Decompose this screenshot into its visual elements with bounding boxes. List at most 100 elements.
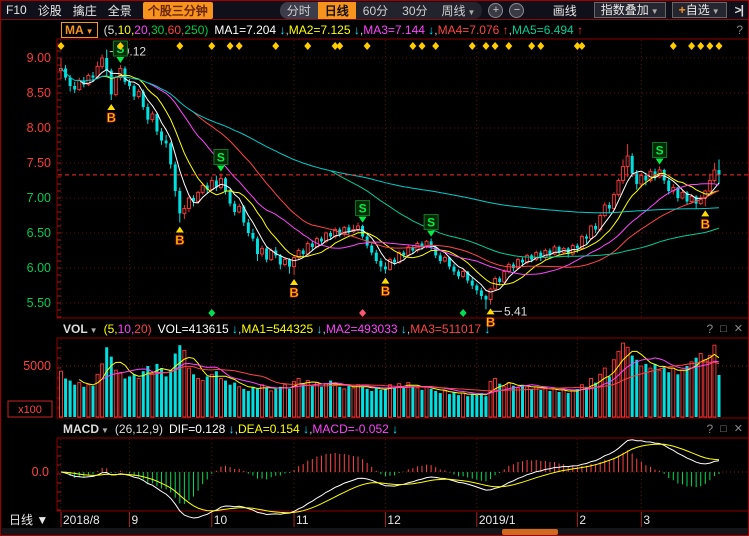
volume-bar bbox=[246, 390, 250, 417]
help-icon[interactable]: ? bbox=[736, 22, 743, 37]
high-annotation: 9.12 bbox=[123, 45, 147, 59]
maximize-icon[interactable]: □ bbox=[720, 322, 727, 335]
macd-values: DIF=0.128 ↓,DEA=0.154 ↓,MACD=-0.052 ↓ bbox=[169, 422, 398, 436]
menu-item-qinzhuang[interactable]: 擒庄 bbox=[72, 3, 97, 18]
period-tab-group: 分时 日线 60分 30分 周线 ▼ bbox=[279, 1, 483, 19]
macd-params: (26,12,9) bbox=[115, 422, 163, 436]
candle-body bbox=[470, 280, 474, 286]
volume-bar bbox=[347, 385, 351, 417]
volume-bar bbox=[602, 367, 607, 418]
candle-body bbox=[347, 227, 351, 232]
zoom-out-button[interactable]: − bbox=[509, 2, 525, 18]
draw-line-button[interactable]: 画线 bbox=[552, 3, 577, 18]
vol-indicator-selector[interactable]: VOL ▼ bbox=[63, 322, 98, 336]
separator: , bbox=[234, 421, 239, 436]
volume-bar bbox=[296, 377, 301, 418]
macd-indicator-label: MACD bbox=[63, 421, 99, 436]
sell-signal-box bbox=[652, 142, 668, 158]
volume-bar bbox=[662, 366, 666, 417]
tab-weekly[interactable]: 周线 ▼ bbox=[435, 2, 483, 19]
x-axis-label: 2019/1 bbox=[479, 513, 516, 527]
candle-body bbox=[498, 278, 502, 282]
ma-indicator-selector[interactable]: MA ▼ bbox=[61, 21, 98, 38]
menu-item-f10[interactable]: F10 bbox=[6, 3, 27, 17]
help-icon[interactable]: ? bbox=[706, 321, 714, 336]
candle-body bbox=[388, 259, 392, 270]
add-watchlist-label: 自选 bbox=[685, 3, 710, 17]
volume-bar bbox=[466, 396, 470, 417]
volume-bar bbox=[301, 383, 305, 417]
add-watchlist-button[interactable]: +自选 ▼ bbox=[671, 2, 727, 18]
volume-bar bbox=[128, 376, 132, 417]
volume-bar bbox=[594, 382, 598, 417]
price-axis-label: 9.00 bbox=[27, 51, 51, 65]
candle-body bbox=[707, 180, 712, 192]
macd-indicator-selector[interactable]: MACD ▼ bbox=[63, 422, 109, 436]
volume-bar bbox=[370, 390, 374, 417]
volume-bar bbox=[310, 385, 314, 417]
menu-item-diagnose[interactable]: 诊股 bbox=[37, 3, 62, 18]
zoom-in-button[interactable]: + bbox=[488, 2, 504, 18]
arrow-down-icon: ↓ bbox=[276, 22, 286, 37]
close-icon[interactable]: ✕ bbox=[733, 323, 743, 335]
tab-intraday[interactable]: 分时 bbox=[279, 1, 318, 19]
ma-legend-row: MA ▼ (5,10,20,30,60,250) MA1=7.204 ↓,MA2=… bbox=[1, 20, 748, 39]
candle-body bbox=[712, 169, 717, 181]
indicator-value: DEA=0.154 bbox=[238, 421, 300, 436]
volume-bar bbox=[82, 386, 86, 417]
sell-signal: S bbox=[427, 216, 435, 230]
candle-body bbox=[265, 248, 269, 260]
volume-bar bbox=[548, 390, 552, 417]
volume-bar bbox=[557, 392, 561, 417]
maximize-icon[interactable]: □ bbox=[720, 422, 727, 435]
volume-bar bbox=[278, 386, 282, 417]
period-label[interactable]: 日线 ▼ bbox=[9, 513, 48, 527]
vol-unit-box bbox=[7, 400, 53, 418]
close-icon[interactable]: ✕ bbox=[733, 423, 743, 435]
index-overlay-button[interactable]: 指数叠加 ▼ bbox=[593, 2, 666, 18]
x-axis-label: 12 bbox=[387, 513, 401, 527]
candle-body bbox=[160, 131, 164, 141]
pane-border bbox=[56, 38, 748, 319]
tab-30min[interactable]: 30分 bbox=[402, 3, 428, 18]
candle-body bbox=[539, 252, 543, 258]
candle-body bbox=[182, 208, 187, 214]
menu-item-panorama[interactable]: 全景 bbox=[107, 3, 132, 18]
collapse-panel-icon[interactable]: >| bbox=[734, 3, 744, 17]
candle-body bbox=[393, 259, 397, 263]
volume-bar bbox=[224, 380, 227, 417]
separator: , bbox=[285, 22, 289, 37]
candle-body bbox=[676, 187, 680, 198]
help-icon[interactable]: ? bbox=[706, 421, 714, 436]
tab-60min[interactable]: 60分 bbox=[362, 3, 389, 18]
separator: , bbox=[238, 321, 242, 336]
volume-bar bbox=[589, 377, 594, 418]
menu-item-stock-3min[interactable]: 个股三分钟 bbox=[142, 1, 213, 19]
buy-signal: B bbox=[381, 284, 390, 299]
volume-bar bbox=[676, 374, 680, 417]
volume-bar bbox=[64, 378, 68, 417]
volume-bar bbox=[274, 388, 278, 417]
volume-bar bbox=[186, 367, 191, 418]
buy-signal: B bbox=[175, 233, 184, 248]
horizontal-scrollbar[interactable] bbox=[2, 528, 748, 535]
candle-body bbox=[237, 205, 242, 213]
candle-body bbox=[479, 290, 483, 296]
signal-diamond-icon bbox=[272, 42, 280, 50]
volume-bar bbox=[73, 384, 77, 417]
candle-body bbox=[543, 250, 548, 258]
volume-bar bbox=[282, 384, 287, 418]
candle-body bbox=[689, 196, 694, 203]
candle-body bbox=[287, 259, 291, 267]
volume-bar bbox=[461, 392, 466, 418]
volume-bar bbox=[584, 386, 588, 417]
candle-body bbox=[246, 222, 250, 233]
candle-body bbox=[466, 271, 470, 281]
candle-body bbox=[164, 140, 168, 144]
x-axis-label: 2018/8 bbox=[63, 513, 100, 527]
chevron-down-icon: ▼ bbox=[711, 7, 720, 16]
buy-arrow-icon bbox=[701, 210, 710, 217]
tab-daily[interactable]: 日线 bbox=[317, 1, 356, 19]
scrollbar-thumb[interactable] bbox=[502, 529, 558, 535]
